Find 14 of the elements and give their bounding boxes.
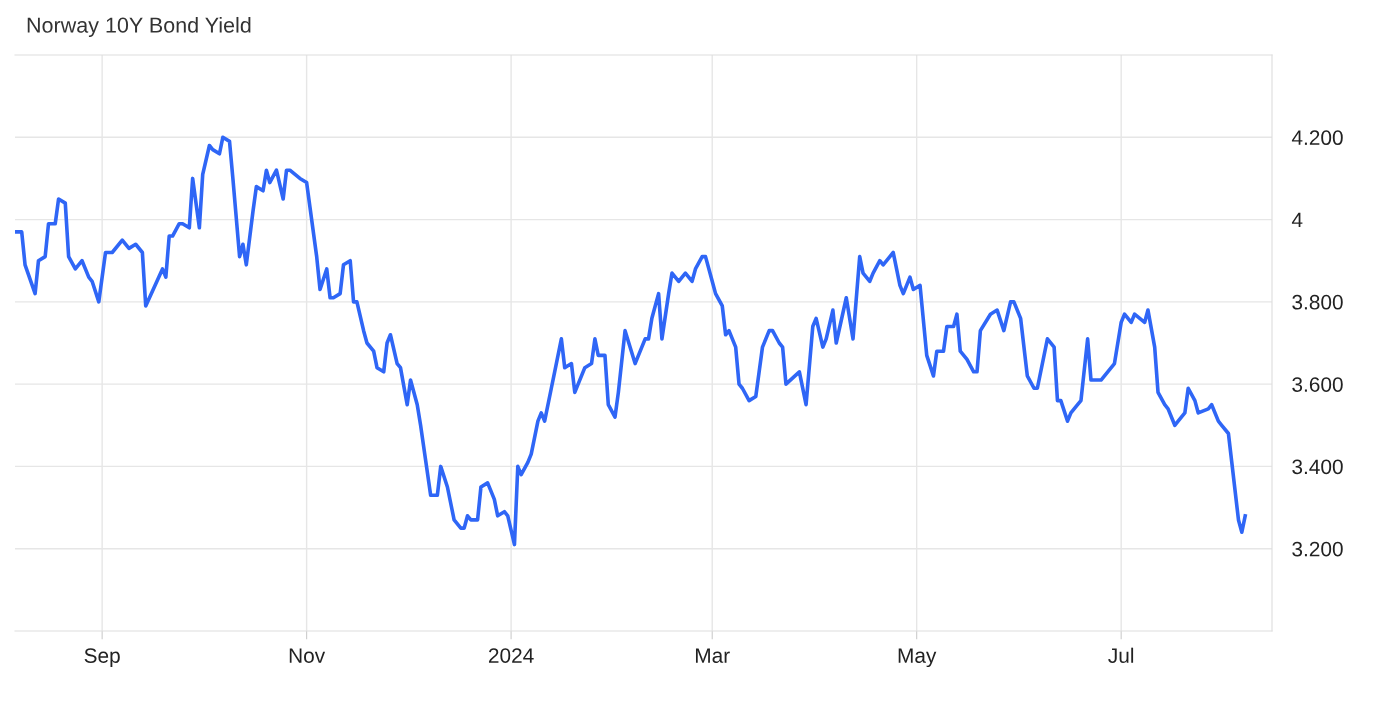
y-tick-label: 4 — [1291, 212, 1303, 228]
y-tick-label: 3.200 — [1292, 541, 1343, 557]
x-tick-label: Jul — [1108, 647, 1134, 663]
y-tick-label: 3.800 — [1292, 294, 1343, 310]
x-tick-label: Mar — [695, 648, 730, 663]
x-tick-label: May — [898, 648, 937, 668]
x-tick-label: 2024 — [488, 648, 534, 663]
y-tick-label: 4.200 — [1291, 130, 1343, 146]
line-series — [15, 135, 1247, 547]
x-tick-label: Sep — [84, 648, 120, 668]
y-tick-label: 3.400 — [1292, 459, 1343, 475]
chart-title: Norway 10Y Bond Yield — [27, 16, 251, 38]
x-tick-label: Nov — [289, 648, 326, 663]
y-tick-label: 3.600 — [1292, 377, 1343, 392]
